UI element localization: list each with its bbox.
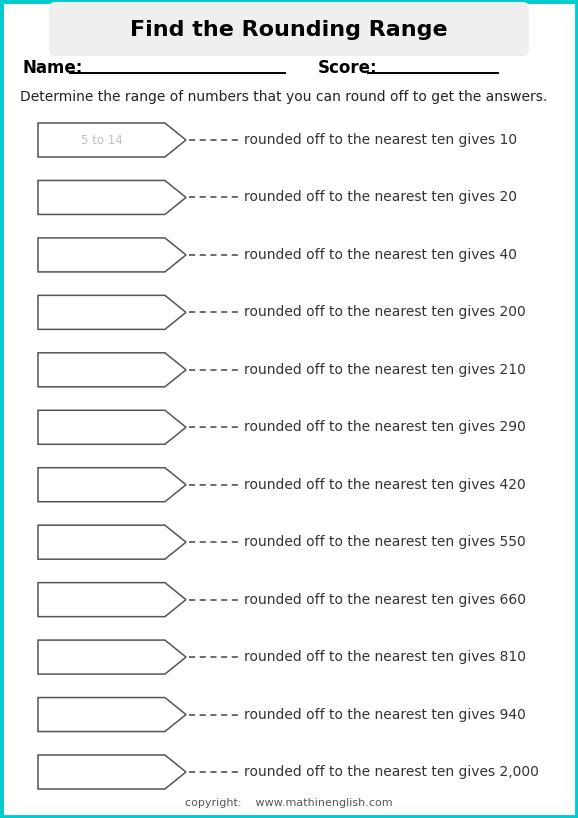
Polygon shape bbox=[38, 582, 186, 617]
Text: rounded off to the nearest ten gives 290: rounded off to the nearest ten gives 290 bbox=[244, 420, 526, 434]
FancyBboxPatch shape bbox=[49, 2, 529, 56]
Text: rounded off to the nearest ten gives 810: rounded off to the nearest ten gives 810 bbox=[244, 650, 526, 664]
Text: rounded off to the nearest ten gives 40: rounded off to the nearest ten gives 40 bbox=[244, 248, 517, 262]
Text: rounded off to the nearest ten gives 10: rounded off to the nearest ten gives 10 bbox=[244, 133, 517, 147]
Text: Name:: Name: bbox=[22, 59, 83, 77]
Polygon shape bbox=[38, 123, 186, 157]
Text: rounded off to the nearest ten gives 20: rounded off to the nearest ten gives 20 bbox=[244, 191, 517, 204]
Text: rounded off to the nearest ten gives 940: rounded off to the nearest ten gives 940 bbox=[244, 708, 526, 721]
Text: rounded off to the nearest ten gives 420: rounded off to the nearest ten gives 420 bbox=[244, 478, 526, 492]
Polygon shape bbox=[38, 353, 186, 387]
Text: Find the Rounding Range: Find the Rounding Range bbox=[130, 20, 448, 40]
Text: rounded off to the nearest ten gives 210: rounded off to the nearest ten gives 210 bbox=[244, 363, 526, 377]
Polygon shape bbox=[38, 525, 186, 560]
Polygon shape bbox=[38, 698, 186, 731]
Text: 5 to 14: 5 to 14 bbox=[81, 133, 123, 146]
Polygon shape bbox=[38, 238, 186, 272]
Polygon shape bbox=[38, 468, 186, 501]
Polygon shape bbox=[38, 640, 186, 674]
Text: Score:: Score: bbox=[318, 59, 377, 77]
Text: copyright:    www.mathinenglish.com: copyright: www.mathinenglish.com bbox=[185, 798, 393, 808]
Polygon shape bbox=[38, 295, 186, 330]
Text: Determine the range of numbers that you can round off to get the answers.: Determine the range of numbers that you … bbox=[20, 90, 547, 104]
Polygon shape bbox=[38, 181, 186, 214]
Text: rounded off to the nearest ten gives 2,000: rounded off to the nearest ten gives 2,0… bbox=[244, 765, 539, 779]
Text: rounded off to the nearest ten gives 660: rounded off to the nearest ten gives 660 bbox=[244, 592, 526, 607]
Text: rounded off to the nearest ten gives 550: rounded off to the nearest ten gives 550 bbox=[244, 535, 526, 549]
Polygon shape bbox=[38, 755, 186, 789]
Text: rounded off to the nearest ten gives 200: rounded off to the nearest ten gives 200 bbox=[244, 305, 526, 319]
Polygon shape bbox=[38, 411, 186, 444]
